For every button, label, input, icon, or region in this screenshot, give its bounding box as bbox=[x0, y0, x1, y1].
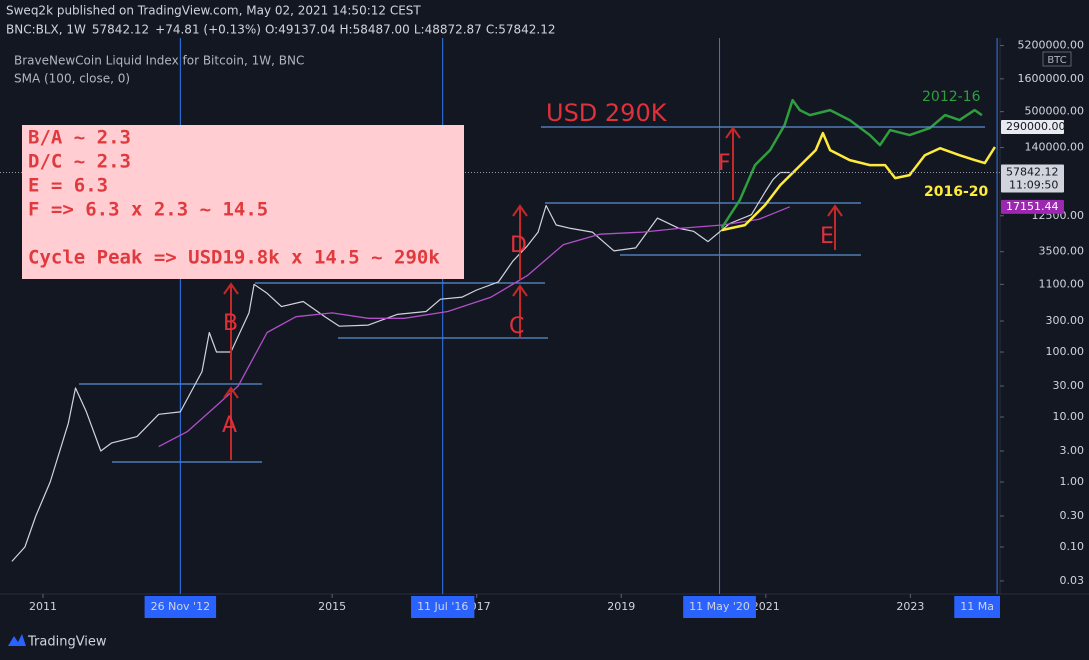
x-tick-label: 2015 bbox=[318, 600, 346, 613]
series-line bbox=[720, 98, 983, 229]
arrow bbox=[827, 204, 843, 250]
y-tick-label: 3500.00 bbox=[1039, 245, 1085, 258]
y-tick-label: 3.00 bbox=[1060, 444, 1085, 457]
price-label: 17151.44 bbox=[1006, 200, 1059, 213]
arrow bbox=[223, 386, 239, 460]
y-tick-label: 10.00 bbox=[1053, 410, 1085, 423]
arrow bbox=[512, 204, 528, 280]
y-tick-label: 0.03 bbox=[1060, 574, 1085, 587]
countdown-label: 11:09:50 bbox=[1009, 179, 1058, 192]
arrow-letter: C bbox=[509, 314, 524, 339]
annotation-line: D/C ~ 2.3 bbox=[28, 151, 131, 173]
series-label: 2016-20 bbox=[924, 184, 989, 200]
x-tick-label: 2021 bbox=[752, 600, 780, 613]
y-tick-label: 1.00 bbox=[1060, 475, 1085, 488]
y-tick-label: 300.00 bbox=[1046, 314, 1085, 327]
ohlc-line: BNC:BLX, 1W 57842.12 +74.81 (+0.13%) O: 4913… bbox=[6, 23, 556, 37]
y-tick-label: 500000.00 bbox=[1025, 105, 1085, 118]
arrow-letter: B bbox=[223, 311, 238, 336]
change: +74.81 (+0.13%) bbox=[155, 23, 261, 37]
logo bbox=[8, 634, 26, 646]
ohlc-value: 57842.12 bbox=[498, 23, 555, 37]
date-marker: 26 Nov '12 bbox=[144, 596, 217, 618]
y-tick-label: 5200000.00 bbox=[1018, 39, 1084, 52]
arrow-letter: A bbox=[222, 413, 237, 438]
annotation-line: Cycle Peak => USD19.8k x 14.5 ~ 290k bbox=[28, 247, 440, 269]
price-label: 290000.00 bbox=[1006, 120, 1066, 133]
y-tick-label: 100.00 bbox=[1046, 345, 1085, 358]
price-label-box bbox=[1001, 120, 1064, 135]
ohlc-key: C: bbox=[486, 23, 498, 37]
symbol: BNC:BLX, 1W bbox=[6, 23, 86, 37]
annotations: USD 290K B/A ~ 2.3D/C ~ 2.3E = 6.3F => 6… bbox=[22, 99, 834, 438]
ohlc-key: O: bbox=[265, 23, 278, 37]
ohlc-value: 49137.04 bbox=[278, 23, 335, 37]
footer-brand: TradingView bbox=[27, 635, 107, 650]
ohlc-value: 58487.00 bbox=[353, 23, 410, 37]
x-tick-label: 2023 bbox=[896, 600, 924, 613]
annotation-box bbox=[22, 125, 464, 279]
series-line bbox=[158, 206, 790, 448]
indicator-label: SMA (100, close, 0) bbox=[14, 72, 130, 86]
y-tick-label: 1100.00 bbox=[1039, 277, 1085, 290]
annotation-line: F => 6.3 x 2.3 ~ 14.5 bbox=[28, 199, 268, 221]
arrow bbox=[223, 282, 239, 380]
arrows bbox=[223, 126, 843, 460]
publish-line: Sweq2k published on TradingView.com, May… bbox=[6, 4, 421, 18]
currency-box bbox=[1042, 51, 1072, 67]
arrow-letter: F bbox=[718, 151, 731, 176]
currency: BTC bbox=[1047, 55, 1066, 66]
y-tick-label: 1600000.00 bbox=[1018, 72, 1084, 85]
date-marker: 11 May '20 bbox=[683, 596, 756, 618]
price-label-box bbox=[1001, 164, 1064, 193]
y-tick-label: 0.10 bbox=[1060, 540, 1085, 553]
arrow-letter: E bbox=[820, 224, 834, 249]
last-price: 57842.12 bbox=[92, 23, 149, 37]
date-marker-label: 11 Ma bbox=[960, 600, 994, 613]
date-marker-box bbox=[144, 596, 217, 618]
x-tick-label: 2019 bbox=[607, 600, 635, 613]
annotation-line: B/A ~ 2.3 bbox=[28, 127, 131, 149]
y-tick-label: 30.00 bbox=[1053, 379, 1085, 392]
y-tick-label: 140000.00 bbox=[1025, 141, 1085, 154]
ohlc-value: 48872.87 bbox=[425, 23, 482, 37]
price-label-box bbox=[1001, 199, 1064, 214]
date-marker-box bbox=[954, 596, 1000, 618]
date-marker: 11 Ma bbox=[954, 596, 1000, 618]
arrow bbox=[512, 284, 528, 337]
series-line bbox=[721, 131, 996, 232]
chart-title: BraveNewCoin Liquid Index for Bitcoin, 1… bbox=[14, 54, 304, 68]
date-marker-label: 11 May '20 bbox=[689, 600, 750, 613]
y-tick-label: 0.30 bbox=[1060, 509, 1085, 522]
ohlc-key: L: bbox=[414, 23, 425, 37]
annotation-line: E = 6.3 bbox=[28, 175, 108, 197]
arrow-letter: D bbox=[510, 233, 527, 258]
date-marker-label: 11 Jul '16 bbox=[417, 600, 468, 613]
date-marker-box bbox=[683, 596, 756, 618]
x-tick-label: 2011 bbox=[29, 600, 57, 613]
arrow bbox=[725, 126, 741, 200]
date-marker-box bbox=[411, 596, 475, 618]
ohlc-key: H: bbox=[339, 23, 352, 37]
series-label: 2012-16 bbox=[922, 89, 981, 105]
date-marker-label: 26 Nov '12 bbox=[151, 600, 210, 613]
target-label: USD 290K bbox=[546, 99, 668, 127]
price-label: 57842.12 bbox=[1006, 166, 1059, 179]
date-marker: 11 Jul '16 bbox=[411, 596, 475, 618]
